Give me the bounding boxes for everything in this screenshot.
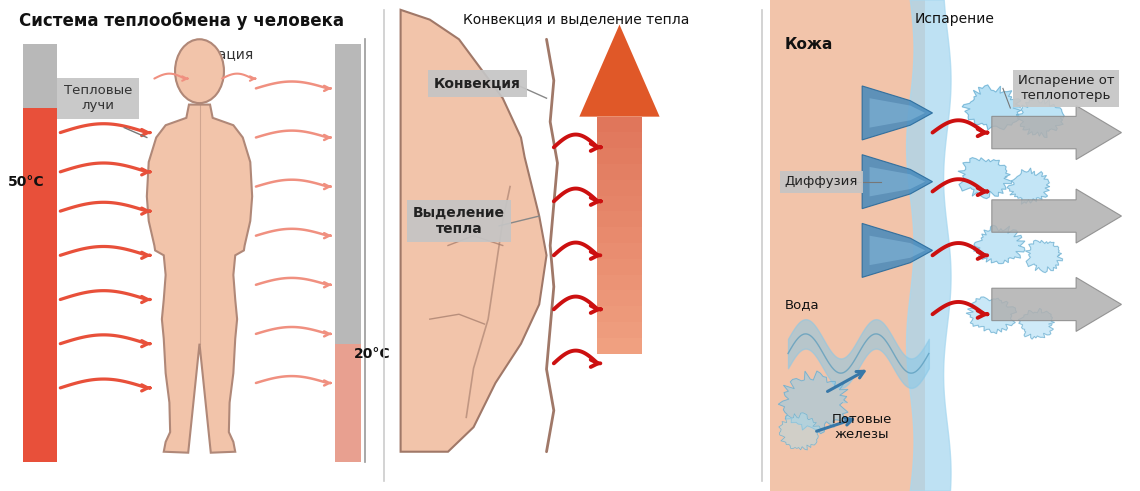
Polygon shape bbox=[597, 195, 642, 212]
Polygon shape bbox=[974, 225, 1025, 264]
Polygon shape bbox=[870, 236, 926, 265]
Polygon shape bbox=[1026, 240, 1062, 273]
Text: Испарение от
теплопотерь: Испарение от теплопотерь bbox=[1018, 74, 1114, 103]
Text: Конвекция: Конвекция bbox=[433, 77, 521, 90]
Polygon shape bbox=[597, 259, 642, 274]
Polygon shape bbox=[597, 133, 642, 148]
Polygon shape bbox=[597, 164, 642, 180]
Text: Вода: Вода bbox=[784, 298, 819, 311]
Polygon shape bbox=[862, 223, 933, 277]
Text: Диффузия: Диффузия bbox=[784, 175, 858, 188]
Text: Система теплообмена у человека: Система теплообмена у человека bbox=[19, 12, 344, 30]
Circle shape bbox=[176, 39, 223, 103]
Polygon shape bbox=[862, 86, 933, 140]
Polygon shape bbox=[992, 277, 1122, 331]
Polygon shape bbox=[967, 297, 1017, 334]
Polygon shape bbox=[1017, 98, 1064, 137]
FancyBboxPatch shape bbox=[770, 0, 926, 491]
Polygon shape bbox=[597, 274, 642, 290]
Polygon shape bbox=[597, 148, 642, 164]
FancyBboxPatch shape bbox=[23, 108, 57, 462]
Polygon shape bbox=[597, 180, 642, 195]
Polygon shape bbox=[870, 167, 926, 196]
Polygon shape bbox=[992, 106, 1122, 160]
FancyBboxPatch shape bbox=[335, 44, 361, 344]
Polygon shape bbox=[962, 85, 1021, 130]
Polygon shape bbox=[906, 0, 951, 491]
Polygon shape bbox=[597, 243, 642, 259]
Text: Испарение: Испарение bbox=[914, 12, 995, 27]
Text: Конвекция и выделение тепла: Конвекция и выделение тепла bbox=[463, 12, 689, 27]
Polygon shape bbox=[992, 189, 1122, 243]
Polygon shape bbox=[597, 227, 642, 243]
Polygon shape bbox=[597, 117, 642, 354]
Polygon shape bbox=[597, 212, 642, 227]
Text: Кожа: Кожа bbox=[784, 37, 832, 52]
FancyBboxPatch shape bbox=[23, 44, 57, 108]
Text: 20°C: 20°C bbox=[353, 347, 390, 360]
Polygon shape bbox=[597, 290, 642, 306]
Text: 50°C: 50°C bbox=[8, 175, 44, 189]
Polygon shape bbox=[779, 413, 821, 450]
Polygon shape bbox=[579, 25, 660, 117]
Polygon shape bbox=[1007, 168, 1050, 204]
Text: Тепловые
лучи: Тепловые лучи bbox=[64, 84, 132, 112]
Polygon shape bbox=[597, 117, 642, 133]
Polygon shape bbox=[147, 105, 252, 453]
Polygon shape bbox=[870, 98, 926, 128]
Text: Потовые
железы: Потовые железы bbox=[832, 413, 893, 441]
Text: Радиация: Радиация bbox=[182, 47, 254, 61]
Text: Выделение
тепла: Выделение тепла bbox=[413, 206, 505, 236]
Polygon shape bbox=[862, 155, 933, 209]
FancyBboxPatch shape bbox=[335, 344, 361, 462]
Polygon shape bbox=[1018, 308, 1054, 339]
Polygon shape bbox=[400, 10, 546, 452]
Polygon shape bbox=[779, 371, 848, 434]
Polygon shape bbox=[958, 158, 1011, 198]
